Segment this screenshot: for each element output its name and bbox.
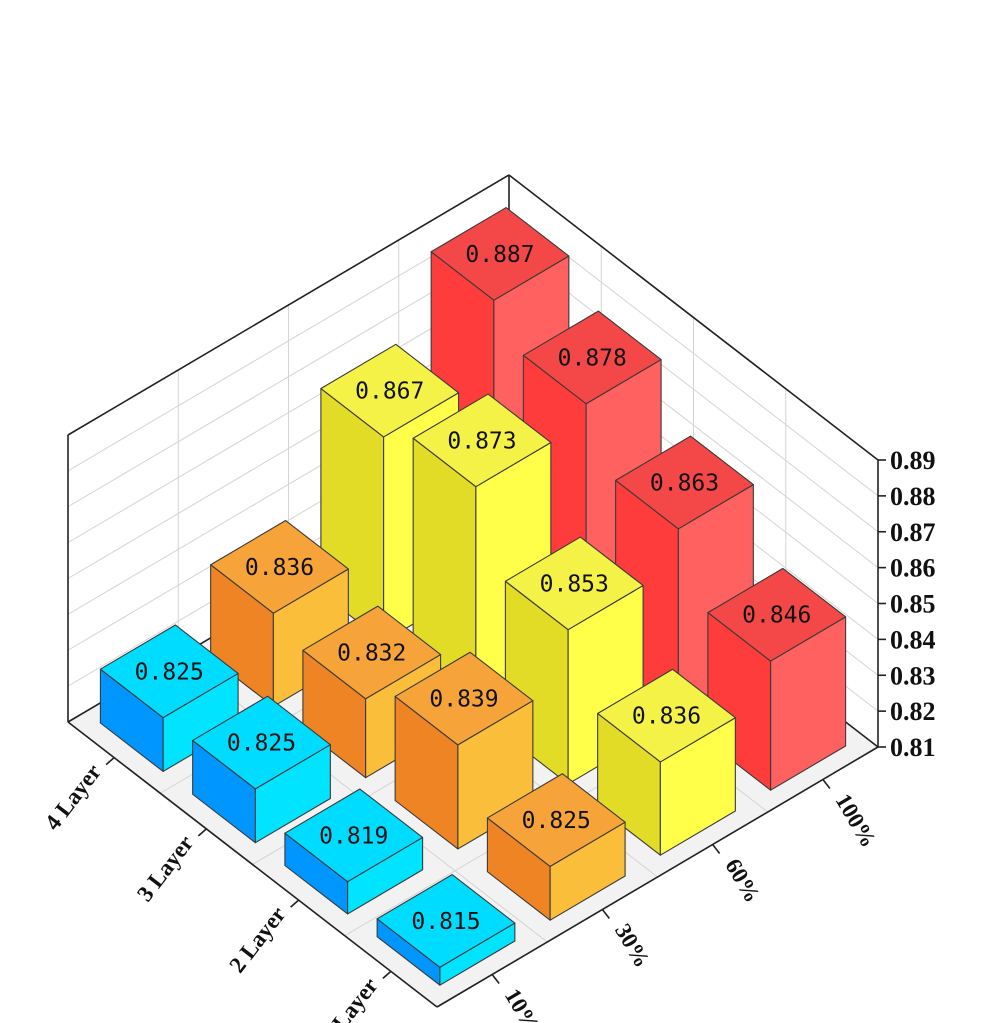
bar-face-top	[412, 393, 552, 488]
y-category-label: 3 Layer	[132, 831, 198, 906]
bar-value-label: 0.825	[227, 731, 296, 757]
bar-face-top	[615, 435, 754, 530]
bar-face-top	[486, 773, 626, 867]
bar: 0.825	[99, 624, 239, 773]
bar-face-top	[597, 668, 736, 763]
bar-value-label: 0.836	[632, 704, 701, 730]
z-tick-label: 0.85	[890, 590, 936, 619]
y-category-label: 2 Layer	[224, 902, 290, 977]
axis-frame-line	[436, 746, 879, 1008]
z-tick-label: 0.86	[890, 554, 936, 583]
bar: 0.825	[486, 773, 626, 921]
y-category-label: 1 Layer	[317, 973, 383, 1023]
bar-value-label: 0.853	[540, 571, 609, 597]
z-tick-label: 0.84	[890, 625, 936, 654]
bar-value-label: 0.878	[558, 345, 627, 371]
x-category-label: 30%	[610, 919, 655, 971]
x-category-label: 100%	[831, 789, 882, 851]
bar-value-label: 0.815	[411, 909, 480, 935]
x-tick-mark	[491, 974, 500, 984]
bar-value-label: 0.825	[135, 659, 204, 685]
x-tick-mark	[601, 909, 611, 919]
z-tick-label: 0.89	[890, 446, 936, 475]
x-category-label: 10%	[500, 984, 545, 1023]
x-tick-mark	[711, 844, 721, 854]
bar-face-top	[504, 536, 644, 631]
bar-face-top	[376, 874, 516, 968]
bar-face-top	[302, 605, 442, 700]
bar-value-label: 0.846	[742, 603, 811, 629]
bar-face-top	[99, 624, 239, 719]
bar: 0.815	[376, 874, 516, 986]
bar-value-label: 0.839	[429, 687, 498, 713]
bar-face-top	[284, 788, 424, 883]
y-tick-mark	[197, 828, 207, 837]
z-tick-label: 0.83	[890, 661, 936, 690]
bar: 0.853	[504, 536, 644, 785]
axis-frame-line	[67, 174, 510, 436]
z-tick-label: 0.81	[890, 733, 936, 762]
bar-value-label: 0.836	[245, 555, 314, 581]
z-tick-label: 0.88	[890, 482, 936, 511]
axis-frame-line	[508, 174, 879, 461]
bar-value-label: 0.867	[355, 379, 424, 405]
bar: 0.819	[284, 788, 424, 915]
axis-frame-line	[67, 721, 438, 1008]
bar-face-top	[522, 310, 662, 405]
z-tick-label: 0.82	[890, 697, 936, 726]
z-tick-label: 0.87	[890, 518, 936, 547]
y-tick-mark	[105, 757, 115, 766]
bar-face-top	[192, 695, 331, 790]
bar-value-label: 0.832	[337, 640, 406, 666]
y-tick-mark	[382, 970, 392, 979]
bar-value-label: 0.887	[465, 242, 534, 268]
bar-face-top	[210, 519, 349, 614]
bar-value-label: 0.819	[319, 823, 388, 849]
bar-value-label: 0.825	[522, 808, 591, 834]
bar: 0.836	[597, 668, 736, 856]
bar: 0.836	[210, 519, 349, 708]
bars: 0.887 0.867 0.878 0.836 0.873 0.863 0.825 0.832…	[99, 207, 847, 986]
bar-value-label: 0.873	[447, 428, 516, 454]
x-category-label: 60%	[720, 854, 765, 906]
bar: 0.825	[192, 695, 331, 844]
bar-face-top	[394, 651, 534, 746]
bar-face-top	[707, 567, 847, 662]
y-tick-mark	[290, 899, 300, 908]
bar-face-top	[320, 343, 460, 438]
bar-face-top	[430, 207, 570, 301]
bar-value-label: 0.863	[650, 470, 719, 496]
y-category-label: 4 Layer	[40, 759, 106, 834]
x-tick-mark	[822, 779, 831, 789]
